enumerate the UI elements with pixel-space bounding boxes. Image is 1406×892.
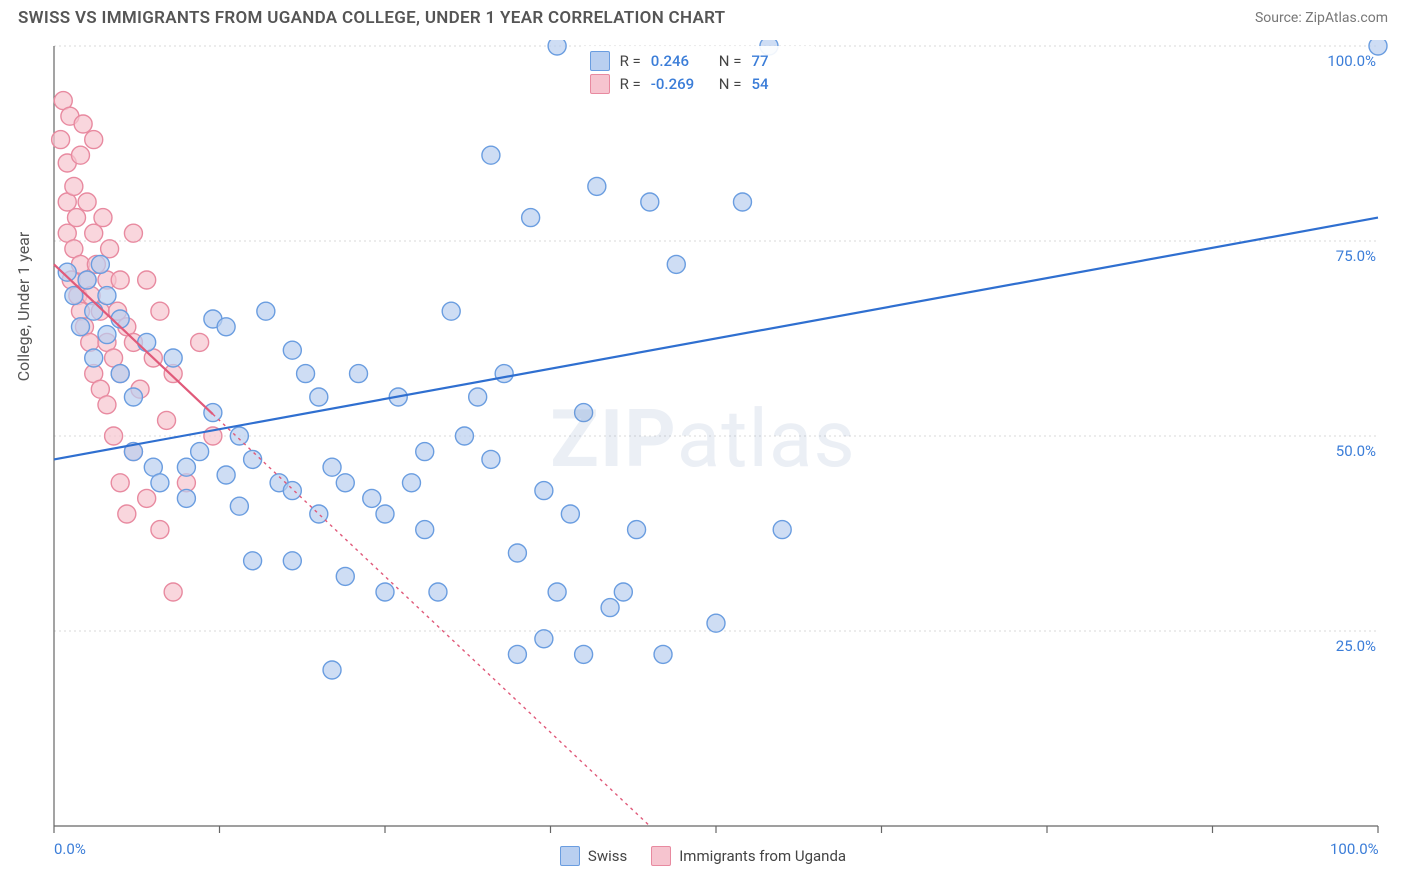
legend-swatch xyxy=(560,846,580,866)
legend-swatch xyxy=(590,51,610,71)
y-tick-label: 50.0% xyxy=(1336,442,1376,460)
y-axis-label: College, Under 1 year xyxy=(14,232,33,382)
source-label: Source: ZipAtlas.com xyxy=(1255,10,1388,26)
legend-swatch xyxy=(651,846,671,866)
chart-title: SWISS VS IMMIGRANTS FROM UGANDA COLLEGE,… xyxy=(18,8,725,28)
series-legend: Swiss Immigrants from Uganda xyxy=(18,838,1388,874)
x-tick-label: 100.0% xyxy=(1330,840,1379,858)
legend-item: Immigrants from Uganda xyxy=(651,838,846,874)
legend-label: Swiss xyxy=(588,847,627,865)
scatter-chart xyxy=(18,40,1388,872)
y-tick-label: 100.0% xyxy=(1327,52,1376,70)
x-tick-label: 0.0% xyxy=(54,840,86,858)
legend-item: Swiss xyxy=(560,838,627,874)
y-tick-label: 75.0% xyxy=(1336,247,1376,265)
legend-row: R =0.246N =77 xyxy=(590,50,810,73)
legend-swatch xyxy=(590,74,610,94)
chart-area: College, Under 1 year ZIPatlas R =0.246N… xyxy=(18,40,1388,872)
y-tick-label: 25.0% xyxy=(1336,637,1376,655)
legend-row: R =-0.269N =54 xyxy=(590,73,810,96)
legend-label: Immigrants from Uganda xyxy=(679,847,846,865)
correlation-legend: R =0.246N =77R =-0.269N =54 xyxy=(584,46,816,99)
